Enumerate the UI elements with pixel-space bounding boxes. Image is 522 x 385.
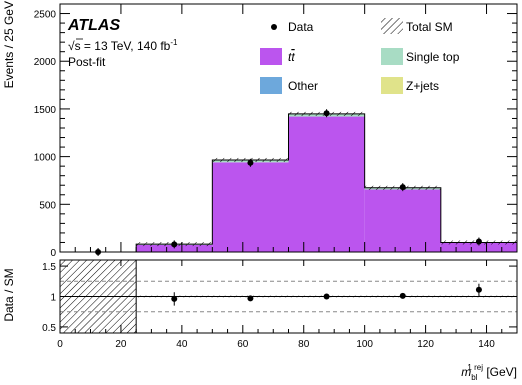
- atlas-label: ATLAS √s = 13 TeV, 140 fb-1 Post-fit: [67, 17, 178, 69]
- ratio-content: [60, 260, 517, 333]
- legend-zjets-label: Z+jets: [406, 79, 439, 93]
- ratio-ylabel: Data / SM: [2, 268, 16, 321]
- ratio-ytick-label-1: 1: [50, 293, 56, 304]
- ratio-ytick-label-2: 1.5: [42, 262, 56, 273]
- main-ytick-label-5: 2500: [34, 10, 57, 21]
- x-tick-label-7: 140: [478, 339, 495, 350]
- ratio-ytick-label-0: 0.5: [42, 323, 56, 334]
- ratio-point-4: [475, 286, 482, 293]
- legend-data-label: Data: [288, 20, 314, 34]
- legend-totalsm-swatch: [381, 18, 403, 34]
- main-ylabel: Events / 25 GeV: [2, 1, 16, 88]
- axes: 0 500 1000 1500 2000 2500 0.5 1 1.5 0 20 40 60 80 100 1…: [34, 3, 518, 350]
- data-point-5: [475, 238, 482, 245]
- main-ytick-label-3: 1500: [34, 105, 57, 116]
- energy-label: √s = 13 TeV, 140 fb-1: [68, 38, 178, 53]
- legend-ttbar-swatch: [260, 48, 282, 65]
- stack-bar-tt-1: [136, 244, 213, 252]
- ratio-point-3: [399, 292, 406, 299]
- data-point-1: [171, 241, 178, 248]
- ratio-point-2: [323, 293, 330, 300]
- legend-data-marker: [271, 24, 277, 30]
- total-sm-outline: [60, 113, 518, 253]
- stack-bar-tt-5: [440, 242, 517, 252]
- legend-singletop-label: Single top: [406, 50, 460, 64]
- x-tick-label-1: 20: [115, 339, 127, 350]
- x-tick-label-0: 0: [57, 339, 63, 350]
- legend: Data Total SM tt Single top Other Z+jets: [260, 18, 460, 94]
- x-axis-label: mbl1 rej [GeV]: [461, 363, 517, 382]
- main-ytick-label-0: 0: [50, 248, 56, 259]
- main-ytick-label-2: 1000: [34, 153, 57, 164]
- data-point-3: [323, 110, 330, 117]
- x-tick-label-2: 40: [176, 339, 188, 350]
- x-tick-label-5: 100: [356, 339, 373, 350]
- ratio-point-1: [247, 295, 254, 302]
- legend-zjets-swatch: [381, 77, 403, 94]
- experiment-label: ATLAS: [67, 17, 120, 34]
- x-tick-label-6: 120: [417, 339, 434, 350]
- stack-bar-tt-3: [288, 116, 365, 252]
- x-tick-label-4: 80: [298, 339, 310, 350]
- legend-singletop-swatch: [381, 48, 403, 65]
- stack-bar-tt-2: [212, 162, 289, 252]
- data-point-2: [247, 159, 254, 166]
- stacked-histogram: [136, 113, 517, 252]
- legend-other-swatch: [260, 77, 282, 94]
- x-tick-label-3: 60: [237, 339, 249, 350]
- stack-bar-tt-4: [364, 189, 441, 252]
- legend-totalsm-label: Total SM: [406, 20, 453, 34]
- data-point-4: [399, 184, 406, 191]
- data-points: [95, 109, 482, 256]
- legend-other-label: Other: [288, 79, 318, 93]
- legend-ttbar-label: tt: [288, 50, 295, 64]
- fit-state-label: Post-fit: [68, 55, 106, 69]
- main-ytick-label-4: 2000: [34, 57, 57, 68]
- main-ytick-label-1: 500: [39, 200, 56, 211]
- ratio-point-0: [171, 295, 178, 302]
